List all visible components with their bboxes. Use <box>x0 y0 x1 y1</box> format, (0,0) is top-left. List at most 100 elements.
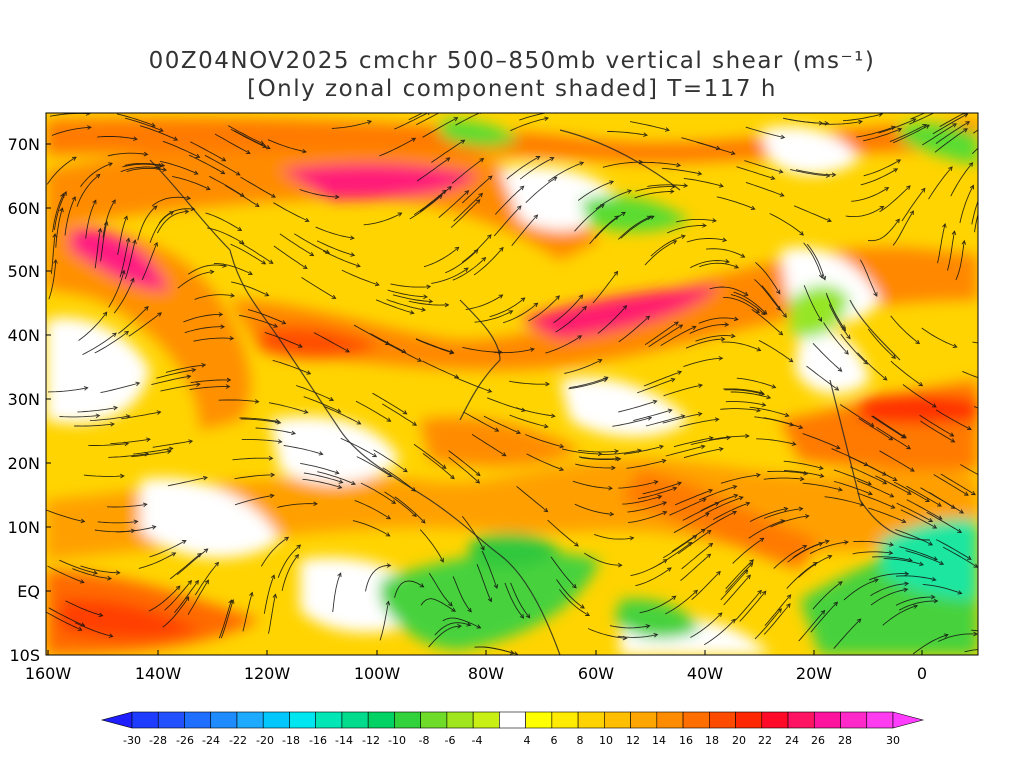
streamline <box>526 453 564 471</box>
streamline-arrowhead <box>71 196 76 201</box>
streamline <box>341 269 380 286</box>
streamline-arrowhead <box>770 175 776 181</box>
streamline <box>152 440 193 448</box>
streamline <box>658 542 692 566</box>
streamline <box>379 601 389 641</box>
streamline <box>55 208 63 248</box>
streamline-arrowhead <box>158 127 164 132</box>
streamline-arrowhead <box>156 410 162 415</box>
streamline-arrowhead <box>230 293 236 298</box>
chart-subtitle: [Only zonal component shaded] T=117 h <box>247 76 777 102</box>
streamline <box>494 185 525 215</box>
lon-label: 20W <box>796 664 832 683</box>
streamline <box>184 326 225 334</box>
streamline-arrowhead <box>437 194 443 200</box>
streamline <box>452 576 472 613</box>
streamline-arrowhead <box>824 539 830 545</box>
streamline-arrowhead <box>778 330 784 336</box>
streamline-arrowhead <box>670 377 676 383</box>
streamline <box>110 438 151 445</box>
lon-label: 100W <box>354 664 401 683</box>
streamline <box>937 223 946 264</box>
streamline-arrowhead <box>911 118 917 123</box>
streamline-arrowhead <box>671 595 677 601</box>
streamline-arrowhead <box>863 461 869 466</box>
streamline-arrowhead <box>488 107 492 111</box>
streamline-arrowhead <box>448 601 453 607</box>
streamline-arrowhead <box>158 163 163 168</box>
streamline <box>666 225 707 234</box>
streamline <box>267 139 307 153</box>
streamline <box>119 238 130 278</box>
streamline-arrowhead <box>981 186 985 190</box>
streamline <box>102 199 116 238</box>
streamline <box>453 193 483 222</box>
streamline <box>623 445 664 455</box>
streamline-arrowhead <box>209 269 215 275</box>
streamline <box>386 299 426 311</box>
streamline <box>716 196 755 210</box>
streamline-arrowhead <box>788 357 794 363</box>
streamline-arrowhead <box>733 316 739 322</box>
colorbar-swatch <box>367 711 395 729</box>
streamline <box>506 156 540 180</box>
streamline <box>840 333 868 365</box>
streamline <box>218 599 232 639</box>
streamline <box>74 423 115 427</box>
colorbar-swatch <box>420 711 448 729</box>
streamline-arrowhead <box>700 528 706 534</box>
streamline <box>933 474 969 496</box>
streamline-arrowhead <box>714 501 720 507</box>
streamline <box>268 594 276 634</box>
streamline <box>890 360 923 387</box>
streamline <box>247 309 286 325</box>
streamline <box>724 389 765 395</box>
streamline-arrowhead <box>758 390 764 395</box>
lon-label: 0 <box>917 664 927 683</box>
streamline <box>149 540 187 558</box>
streamline-arrowhead <box>245 149 251 154</box>
streamline-arrowhead <box>653 632 659 638</box>
streamline <box>352 520 390 537</box>
streamline <box>906 499 943 520</box>
streamline <box>240 418 281 424</box>
streamline-arrowhead <box>120 473 125 479</box>
streamline <box>545 335 582 354</box>
streamline <box>230 243 266 265</box>
streamline-arrowhead <box>884 187 890 192</box>
streamline <box>798 555 832 578</box>
streamline-arrowhead <box>133 519 139 525</box>
streamline-arrowhead <box>756 347 762 352</box>
streamline <box>971 199 978 225</box>
streamline-arrowhead <box>254 202 260 208</box>
streamline <box>905 550 944 565</box>
streamline-arrowhead <box>235 171 241 176</box>
streamline <box>810 601 838 633</box>
streamline-arrowhead <box>732 484 738 490</box>
streamline <box>51 126 91 136</box>
streamline <box>703 618 736 646</box>
streamline-arrowhead <box>1000 649 1004 653</box>
streamline-arrowhead <box>621 211 626 217</box>
streamline-arrowhead <box>888 550 894 556</box>
streamline <box>390 283 431 288</box>
streamline <box>413 443 447 469</box>
streamline-arrowhead <box>873 292 878 297</box>
streamline <box>893 481 930 502</box>
streamline-arrowhead <box>748 562 754 568</box>
streamline <box>872 415 907 439</box>
streamline <box>773 545 807 569</box>
streamline <box>106 503 147 508</box>
streamline <box>209 175 245 197</box>
streamline-arrowhead <box>780 134 786 140</box>
streamline-arrowhead <box>166 449 172 454</box>
streamline <box>709 286 749 296</box>
streamline <box>176 548 208 576</box>
streamline-arrowhead <box>272 593 278 599</box>
streamline <box>803 242 823 279</box>
streamline-arrowhead <box>933 556 938 561</box>
streamline-arrowhead <box>803 471 809 476</box>
streamline-arrowhead <box>909 467 915 472</box>
streamline <box>445 249 479 274</box>
streamline <box>519 157 554 180</box>
